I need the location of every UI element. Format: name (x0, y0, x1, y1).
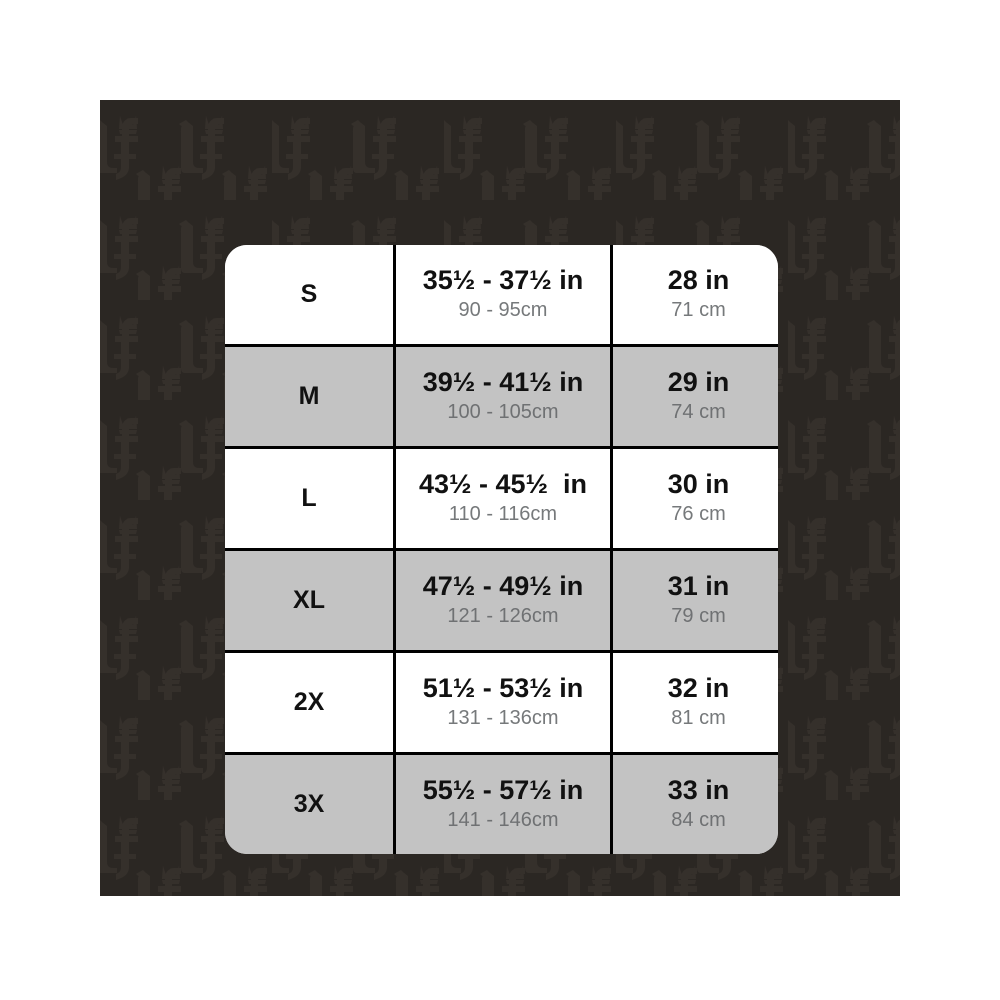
chest-inches: 43½ - 45½ in (418, 469, 588, 500)
table-row: 2X 51½ - 53½ in 131 - 136cm 32 in 81 cm (225, 651, 778, 755)
chest-centimeters: 141 - 146cm (447, 808, 559, 831)
length-centimeters: 84 cm (671, 808, 726, 831)
size-table-body: S 35½ - 37½ in 90 - 95cm 28 in 71 cm (225, 245, 778, 854)
cell-chest: 55½ - 57½ in 141 - 146cm (394, 753, 613, 854)
chest-inches: 35½ - 37½ in (422, 265, 584, 296)
cell-chest: 43½ - 45½ in 110 - 116cm (394, 447, 613, 551)
cell-size: 3X (225, 753, 396, 854)
size-label: 3X (293, 790, 325, 818)
chest-inches: 47½ - 49½ in (422, 571, 584, 602)
cell-chest: 51½ - 53½ in 131 - 136cm (394, 651, 613, 755)
chest-centimeters: 90 - 95cm (458, 298, 548, 321)
length-centimeters: 74 cm (671, 400, 726, 423)
length-centimeters: 81 cm (671, 706, 726, 729)
length-centimeters: 79 cm (671, 604, 726, 627)
size-label: L (301, 484, 317, 512)
table-row: 3X 55½ - 57½ in 141 - 146cm 33 in 84 cm (225, 753, 779, 855)
table-row: L 43½ - 45½ in 110 - 116cm 30 in 76 cm (225, 447, 778, 551)
length-inches: 28 in (667, 265, 730, 296)
length-inches: 31 in (667, 571, 730, 602)
chest-centimeters: 131 - 136cm (447, 706, 559, 729)
length-inches: 30 in (667, 469, 730, 500)
cell-length: 30 in 76 cm (611, 447, 778, 551)
chest-centimeters: 100 - 105cm (447, 400, 559, 423)
cell-length: 31 in 79 cm (611, 549, 778, 653)
cell-length: 32 in 81 cm (611, 651, 778, 755)
cell-chest: 35½ - 37½ in 90 - 95cm (394, 245, 613, 347)
chest-centimeters: 110 - 116cm (448, 502, 558, 525)
chest-centimeters: 121 - 126cm (447, 604, 559, 627)
cell-size: 2X (225, 651, 396, 755)
table-row: M 39½ - 41½ in 100 - 105cm 29 in 74 cm (225, 345, 778, 449)
cell-chest: 39½ - 41½ in 100 - 105cm (394, 345, 613, 449)
size-label: S (300, 280, 318, 308)
cell-length: 33 in 84 cm (612, 754, 779, 855)
length-inches: 32 in (667, 673, 730, 704)
cell-length: 28 in 71 cm (611, 245, 778, 347)
size-table-grid: S 35½ - 37½ in 90 - 95cm 28 in 71 cm (225, 245, 778, 854)
table-row: XL 47½ - 49½ in 121 - 126cm 31 in 79 cm (225, 549, 778, 653)
chest-inches: 51½ - 53½ in (422, 673, 584, 704)
length-centimeters: 76 cm (671, 502, 726, 525)
cell-chest: 47½ - 49½ in 121 - 126cm (394, 549, 613, 653)
size-label: 2X (293, 688, 325, 716)
length-centimeters: 71 cm (671, 298, 726, 321)
length-inches: 33 in (667, 775, 730, 806)
cell-size: L (225, 447, 396, 551)
cell-size: S (225, 245, 396, 347)
size-table: S 35½ - 37½ in 90 - 95cm 28 in 71 cm (225, 245, 778, 854)
size-label: M (298, 382, 320, 410)
dark-background-panel: TEE SIZES Chest Length S 35½ - 37½ in 90… (100, 100, 900, 896)
chest-inches: 39½ - 41½ in (422, 367, 584, 398)
size-label: XL (293, 586, 325, 614)
chest-inches: 55½ - 57½ in (422, 775, 584, 806)
cell-size: XL (225, 549, 396, 653)
length-inches: 29 in (667, 367, 730, 398)
table-row: S 35½ - 37½ in 90 - 95cm 28 in 71 cm (225, 245, 778, 347)
cell-size: M (225, 345, 396, 449)
cell-length: 29 in 74 cm (611, 345, 778, 449)
